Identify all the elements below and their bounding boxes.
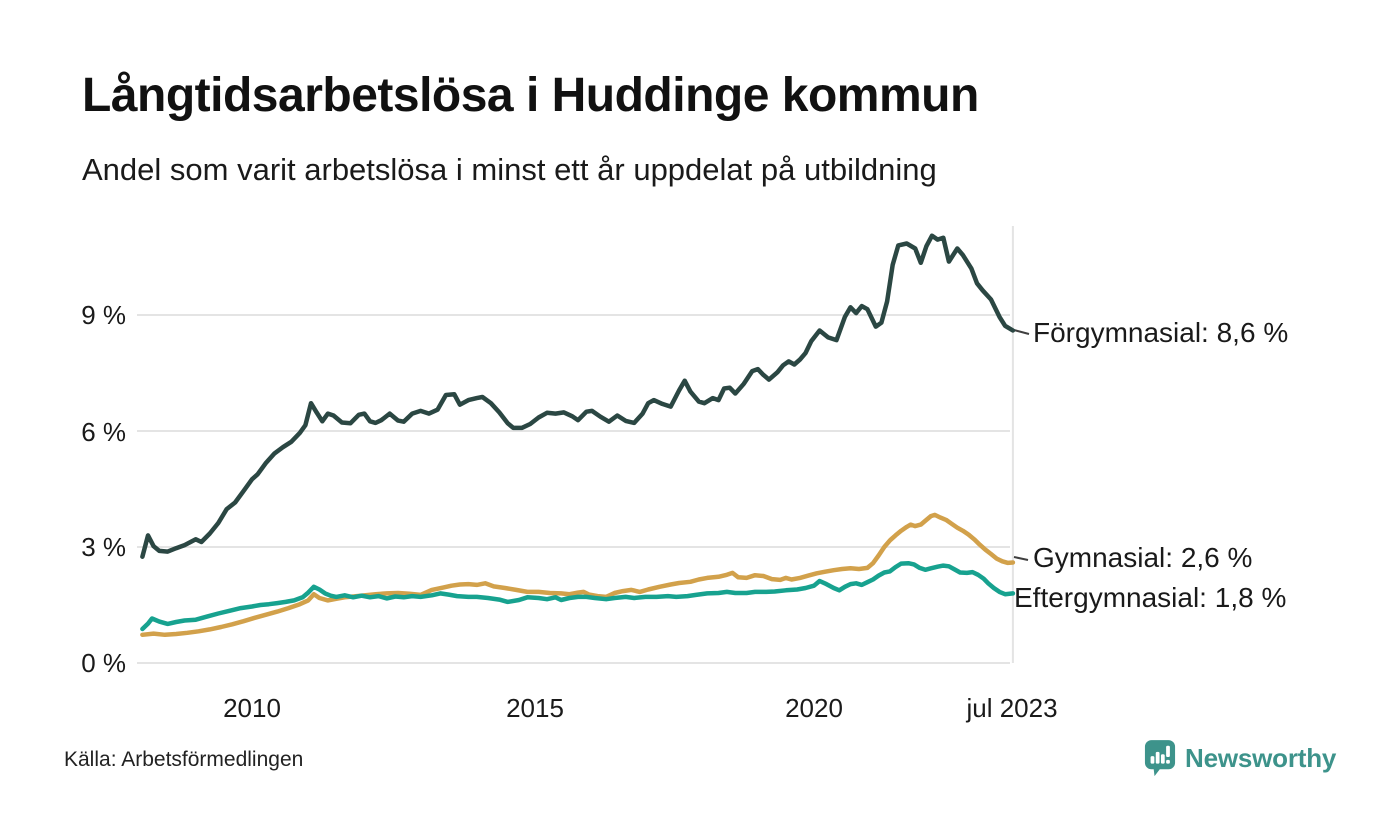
x-axis-tick-label: jul 2023 xyxy=(966,693,1058,723)
label-connector-forgymnasial xyxy=(1013,329,1030,335)
series-end-label-forgymnasial: Förgymnasial: 8,6 % xyxy=(1033,317,1289,348)
logo-exclamation-dot-icon xyxy=(1166,759,1170,764)
x-axis-tick-label: 2010 xyxy=(223,693,281,723)
series-line-gymnasial xyxy=(140,512,1016,638)
y-axis-tick-label: 9 % xyxy=(81,300,126,330)
y-axis-tick-label: 3 % xyxy=(81,532,126,562)
logo-bar-icon xyxy=(1150,756,1155,764)
chart-title: Långtidsarbetslösa i Huddinge kommun xyxy=(82,69,979,122)
y-axis-tick-label: 0 % xyxy=(81,648,126,678)
newsworthy-logo-icon xyxy=(1144,740,1176,777)
brand-wordmark: Newsworthy xyxy=(1185,742,1337,773)
series-end-label-gymnasial: Gymnasial: 2,6 % xyxy=(1033,542,1253,573)
series-end-label-eftergymnasial: Eftergymnasial: 1,8 % xyxy=(1014,582,1287,613)
logo-bar-icon xyxy=(1160,754,1165,764)
label-connector-gymnasial xyxy=(1013,556,1029,561)
newsworthy-brand: Newsworthy xyxy=(1144,739,1336,777)
logo-bar-icon xyxy=(1155,751,1160,764)
series-line-forgymnasial xyxy=(140,233,1016,559)
y-axis-tick-label: 6 % xyxy=(81,417,126,447)
source-note: Källa: Arbetsförmedlingen xyxy=(64,748,304,771)
chart-subtitle: Andel som varit arbetslösa i minst ett å… xyxy=(82,152,937,187)
x-axis-tick-label: 2015 xyxy=(506,693,564,723)
x-axis-tick-label: 2020 xyxy=(785,693,843,723)
logo-exclamation-icon xyxy=(1166,745,1170,758)
series-line-eftergymnasial xyxy=(140,560,1016,632)
